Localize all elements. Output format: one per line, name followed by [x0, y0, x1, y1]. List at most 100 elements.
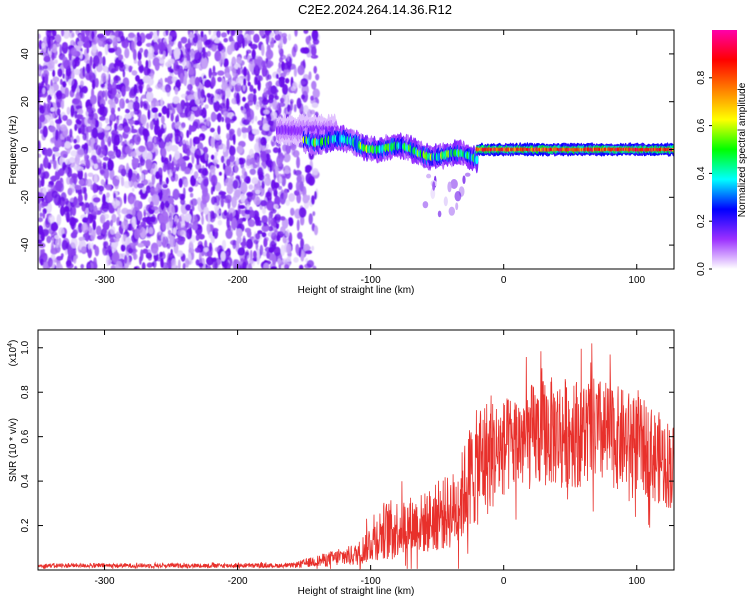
- spectrogram-cell: [242, 261, 247, 269]
- spectrogram-cell: [70, 232, 77, 239]
- spectrogram-cell: [288, 182, 293, 191]
- spectrogram-cell: [220, 107, 224, 114]
- spectrogram-cell: [94, 173, 98, 184]
- spectrogram-cell: [278, 102, 286, 107]
- spectrogram-cell: [259, 125, 264, 131]
- spectrogram-cell: [218, 171, 222, 176]
- spectrogram-cell: [169, 235, 176, 248]
- spectrogram-cell: [190, 198, 198, 206]
- spectrogram-cell: [145, 60, 149, 68]
- spectrogram-cell: [236, 145, 243, 154]
- spectrogram-cell: [295, 243, 300, 254]
- spectrogram-cell: [53, 152, 61, 157]
- spectrogram-cell: [197, 88, 201, 100]
- spectrogram-cell: [257, 248, 260, 254]
- spectrogram-cell: [85, 63, 91, 74]
- spectrogram-cell: [296, 156, 300, 169]
- spectrogram-cell: [171, 160, 174, 172]
- spectrogram-cell: [273, 189, 278, 197]
- spectrogram-cell: [183, 75, 187, 87]
- spectrogram-cell: [131, 40, 135, 52]
- spectrogram-cell: [297, 65, 305, 76]
- spectrogram-cell: [187, 223, 193, 229]
- spectrogram-cell: [300, 215, 305, 226]
- spectrogram-cell: [303, 243, 310, 252]
- spectrogram-cell: [312, 265, 317, 269]
- spectrogram-cell: [176, 221, 182, 230]
- spectrogram-cell: [121, 220, 129, 230]
- spectrogram-cell: [247, 81, 251, 87]
- spectrogram-cell: [72, 58, 77, 70]
- spectrogram-cell: [302, 194, 310, 204]
- spectrogram-cell: [157, 81, 163, 89]
- spectrogram-cell: [77, 40, 84, 47]
- spectrogram-cell: [138, 65, 145, 72]
- spectrogram-cell: [251, 49, 256, 60]
- spectrogram-cell: [54, 138, 62, 148]
- spectrogram-cell: [92, 219, 97, 231]
- spectrogram-cell: [247, 124, 253, 136]
- spectrogram-cell: [164, 84, 171, 93]
- spectrogram-cell: [157, 257, 162, 262]
- spectrogram-cell: [43, 156, 49, 169]
- spectrogram-cell: [214, 50, 222, 62]
- spectrogram-cell: [226, 45, 233, 55]
- spectrogram-cell: [274, 165, 278, 176]
- spectrogram-cell: [312, 168, 319, 176]
- spectrogram-cell: [224, 177, 233, 187]
- spectrogram-cell: [43, 55, 51, 63]
- spectrogram-cell: [59, 44, 63, 57]
- spectrogram-cell: [206, 256, 214, 266]
- spectrogram-cell: [213, 30, 217, 36]
- spectrogram-cell: [131, 216, 137, 228]
- spectrogram-cell: [87, 248, 92, 259]
- spectrogram-cell: [217, 112, 222, 123]
- spectrogram-cell: [184, 143, 187, 153]
- spectrogram-cell: [94, 119, 100, 128]
- spectrogram-cell: [260, 200, 268, 207]
- spectrogram-cell: [55, 119, 63, 124]
- spectrogram-cell: [262, 123, 270, 131]
- spectrogram-cell: [48, 214, 55, 224]
- spectrogram-cell: [92, 127, 98, 139]
- spectrogram-cell: [141, 172, 145, 181]
- spectrogram-cell: [308, 213, 313, 225]
- spectrogram-cell: [127, 168, 133, 179]
- spectrogram-cell: [188, 69, 195, 75]
- spectrogram-cell: [143, 49, 149, 58]
- spectrogram-cell: [159, 251, 163, 258]
- spectrogram-cell: [268, 225, 274, 232]
- spectrogram-cell: [447, 181, 452, 193]
- spectrogram-cell: [191, 223, 198, 231]
- spectrogram-cell: [268, 215, 271, 226]
- spectrogram-cell: [242, 96, 246, 102]
- spectrogram-cell: [168, 198, 175, 205]
- spectrogram-cell: [91, 44, 98, 54]
- spectrogram-cell: [204, 79, 212, 88]
- spectrogram-cell: [310, 95, 314, 101]
- spectrogram-cell: [60, 205, 65, 217]
- spectrogram-cell: [147, 68, 151, 74]
- spectrogram-cell: [88, 225, 93, 234]
- spectrogram-cell: [253, 197, 261, 206]
- spectrogram-cell: [152, 57, 160, 67]
- colorbar-label: Normalized spectral amplitude: [737, 82, 748, 217]
- spectrogram-cell: [209, 165, 216, 173]
- spectrogram-cell: [152, 260, 157, 269]
- spectrogram-xtick-label: -300: [95, 275, 115, 286]
- spectrogram-cell: [63, 30, 70, 39]
- spectrogram-cell: [229, 154, 235, 163]
- spectrogram-cell: [269, 164, 272, 173]
- spectrogram-cell: [249, 168, 256, 175]
- spectrogram-cell: [187, 83, 193, 91]
- spectrogram-cell: [122, 141, 125, 147]
- spectrogram-cell: [154, 187, 158, 192]
- spectrogram-cell: [217, 125, 221, 135]
- spectrogram-cell: [202, 47, 206, 59]
- spectrogram-cell: [145, 33, 153, 40]
- spectrogram-cell: [161, 115, 165, 124]
- spectrogram-cell: [211, 75, 215, 86]
- spectrogram-cell: [76, 166, 84, 171]
- spectrogram-cell: [111, 68, 117, 74]
